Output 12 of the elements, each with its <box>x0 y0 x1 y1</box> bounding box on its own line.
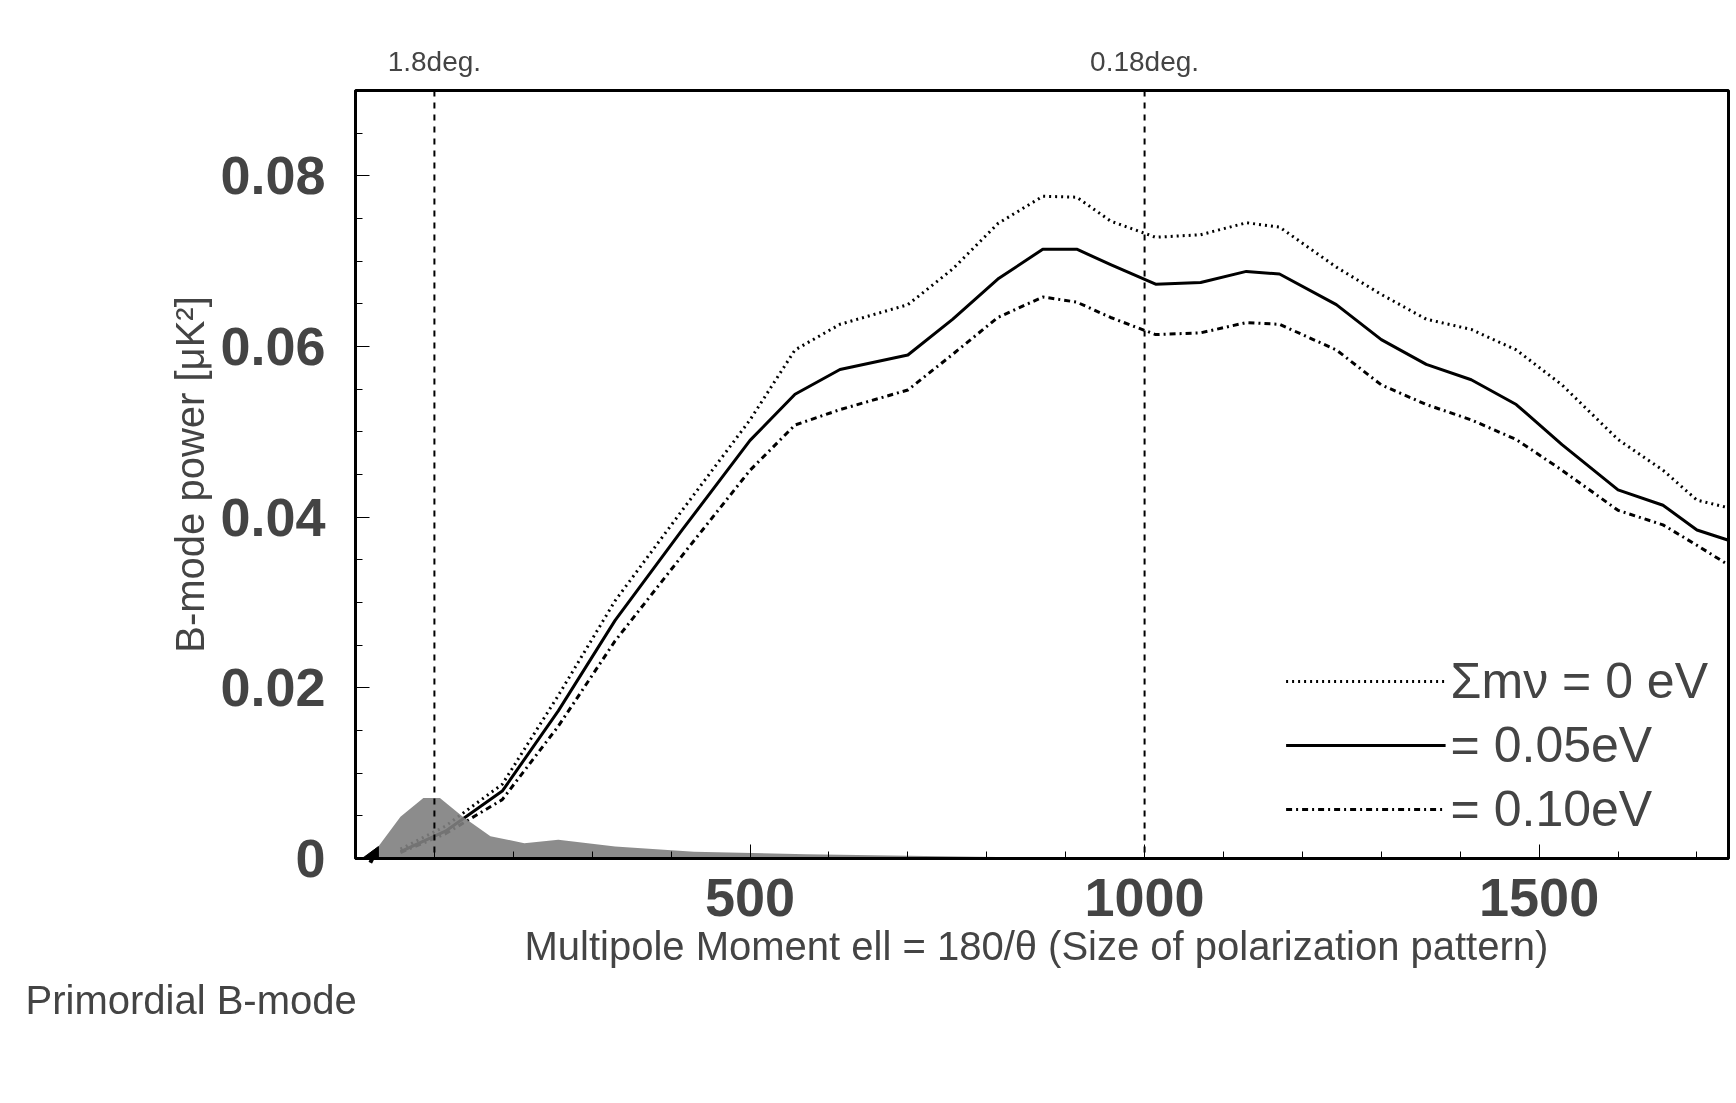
y-tick-label: 0 <box>295 828 326 888</box>
y-tick-label: 0.04 <box>220 486 326 547</box>
legend-label: = 0.10eV <box>1450 780 1653 838</box>
y-tick-label: 0.08 <box>220 145 326 206</box>
legend-label: Σmν = 0 eV <box>1450 652 1708 710</box>
ref-line-label: 1.8deg. <box>387 45 482 77</box>
y-axis-title: B-mode power [μK²] <box>168 296 213 653</box>
y-tick-label: 0.02 <box>220 657 326 718</box>
y-tick-label: 0.06 <box>220 316 326 376</box>
text: Primordial B-mode <box>25 977 357 1022</box>
ref-line-label: 0.18deg. <box>1090 45 1200 77</box>
legend-label: = 0.05eV <box>1450 716 1653 774</box>
